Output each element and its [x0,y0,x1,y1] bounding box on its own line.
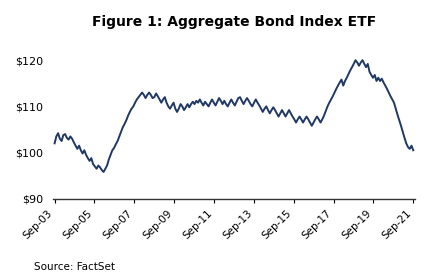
Text: Source: FactSet: Source: FactSet [34,262,115,272]
Title: Figure 1: Aggregate Bond Index ETF: Figure 1: Aggregate Bond Index ETF [92,15,376,29]
